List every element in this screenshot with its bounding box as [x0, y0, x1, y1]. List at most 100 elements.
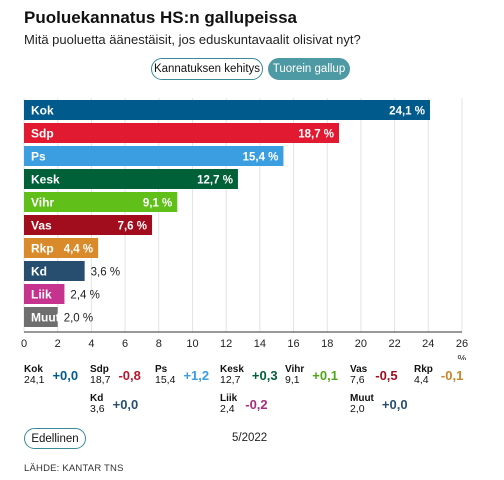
- bar-category-label: Ps: [31, 150, 46, 164]
- change-delta: +0,3: [251, 367, 278, 383]
- bar-value-label: 12,7 %: [197, 175, 233, 187]
- bar: [24, 215, 153, 235]
- x-axis-unit-label: %: [458, 354, 467, 360]
- x-tick-label: 0: [21, 338, 27, 350]
- change-party-value: 9,1: [285, 374, 300, 386]
- change-item: Liik 2,4 -0,2: [220, 393, 268, 415]
- x-tick-label: 26: [456, 338, 468, 350]
- bar-category-label: Kd: [31, 265, 47, 279]
- change-party: Sdp 18,7: [90, 364, 110, 386]
- change-delta: +0,1: [312, 367, 338, 383]
- bar-category-label: Kesk: [31, 173, 60, 187]
- x-tick-label: 20: [355, 338, 367, 350]
- latest-poll-toggle-button[interactable]: Tuorein gallup: [268, 58, 350, 80]
- change-party-value: 24,1: [24, 374, 45, 386]
- bar-category-label: Muut: [31, 311, 60, 325]
- change-party: Ps 15,4: [155, 364, 175, 386]
- change-item: Muut 2,0 +0,0: [350, 393, 408, 415]
- change-party: Rkp 4,4: [414, 364, 433, 386]
- bar: [24, 169, 238, 189]
- chart-title: Puoluekannatus HS:n gallupeissa: [24, 8, 298, 27]
- change-party: Muut 2,0: [350, 393, 374, 415]
- x-tick-label: 22: [388, 338, 400, 350]
- change-party: Kesk 12,7: [220, 364, 244, 386]
- change-party-name: Sdp: [90, 364, 109, 375]
- bar-value-label: 3,6 %: [91, 267, 120, 279]
- change-party-name: Vas: [350, 364, 368, 375]
- change-party-name: Muut: [350, 393, 374, 404]
- change-item: Rkp 4,4 -0,1: [414, 364, 463, 386]
- change-party-value: 7,6: [350, 374, 365, 386]
- bar-value-label: 18,7 %: [298, 129, 334, 141]
- bar-value-label: 4,4 %: [64, 244, 93, 256]
- bar: [24, 146, 284, 166]
- x-tick-label: 24: [422, 338, 434, 350]
- change-party-name: Rkp: [414, 364, 433, 375]
- change-party-value: 2,4: [220, 403, 235, 415]
- x-tick-label: 12: [220, 338, 232, 350]
- change-party-value: 4,4: [414, 374, 429, 386]
- change-item: Vas 7,6 -0,5: [350, 364, 398, 386]
- x-tick-label: 16: [287, 338, 299, 350]
- change-party-value: 18,7: [90, 374, 111, 386]
- x-tick-label: 10: [186, 338, 198, 350]
- previous-button[interactable]: Edellinen: [24, 428, 86, 449]
- x-tick-label: 18: [321, 338, 333, 350]
- change-party-value: 15,4: [155, 374, 176, 386]
- change-item: Kd 3,6 +0,0: [90, 393, 138, 415]
- change-party: Vihr 9,1: [285, 364, 304, 386]
- change-party-name: Kok: [24, 364, 43, 375]
- bar: [24, 284, 65, 304]
- change-party: Kok 24,1: [24, 364, 44, 386]
- bar-value-label: 7,6 %: [118, 221, 147, 233]
- x-tick-label: 2: [55, 338, 61, 350]
- change-party: Liik 2,4: [220, 393, 237, 415]
- change-party-value: 2,0: [350, 403, 365, 415]
- bar-value-label: 2,0 %: [64, 313, 93, 325]
- change-party-name: Ps: [155, 364, 168, 375]
- change-item: Sdp 18,7 -0,8: [90, 364, 141, 386]
- bar-category-label: Vihr: [31, 196, 54, 210]
- change-delta: -0,8: [118, 367, 141, 383]
- change-delta: -0,2: [245, 396, 268, 412]
- change-party-value: 3,6: [90, 403, 105, 415]
- change-item: Vihr 9,1 +0,1: [285, 364, 338, 386]
- bar: [24, 238, 99, 258]
- x-tick-label: 4: [88, 338, 94, 350]
- bar-category-label: Rkp: [31, 242, 54, 256]
- chart-subtitle: Mitä puoluetta äänestäisit, jos eduskunt…: [24, 32, 361, 47]
- bar-chart: Kok 24,1 % Sdp 18,7 % Ps 15,4 % Kesk 12,7 % Vihr…: [21, 98, 468, 360]
- bar-category-label: Kok: [31, 104, 54, 118]
- change-delta: -0,1: [440, 367, 464, 383]
- x-tick-label: 14: [254, 338, 266, 350]
- bar-value-label: 9,1 %: [143, 198, 172, 210]
- bar-value-label: 24,1 %: [389, 106, 425, 118]
- change-party: Vas 7,6: [350, 364, 367, 386]
- change-delta: +1,2: [183, 367, 210, 383]
- change-party-name: Vihr: [285, 364, 305, 375]
- bar: [24, 123, 340, 143]
- change-item: Kesk 12,7 +0,3: [220, 364, 278, 386]
- change-party-name: Kd: [90, 393, 104, 404]
- bar-category-label: Vas: [31, 219, 52, 233]
- change-delta: +0,0: [112, 396, 139, 412]
- trend-toggle-button[interactable]: Kannatuksen kehitys: [151, 58, 263, 80]
- bar-value-label: 15,4 %: [243, 152, 279, 164]
- change-item: Kok 24,1 +0,0: [24, 364, 78, 386]
- bar-category-label: Sdp: [31, 127, 54, 141]
- change-party-name: Kesk: [220, 364, 244, 375]
- bar: [24, 192, 178, 212]
- change-item: Ps 15,4 +1,2: [155, 364, 209, 386]
- change-delta: +0,0: [381, 396, 408, 412]
- change-delta: +0,0: [52, 367, 79, 383]
- source-note: LÄHDE: KANTAR TNS: [24, 463, 124, 474]
- bar-category-label: Liik: [31, 288, 52, 302]
- bar: [24, 261, 85, 281]
- change-party: Kd 3,6: [90, 393, 105, 415]
- change-party-name: Liik: [220, 393, 238, 404]
- bar: [24, 100, 430, 120]
- change-delta: -0,5: [375, 367, 398, 383]
- poll-date: 5/2022: [232, 432, 268, 444]
- change-party-value: 12,7: [220, 374, 241, 386]
- x-tick-label: 6: [122, 338, 128, 350]
